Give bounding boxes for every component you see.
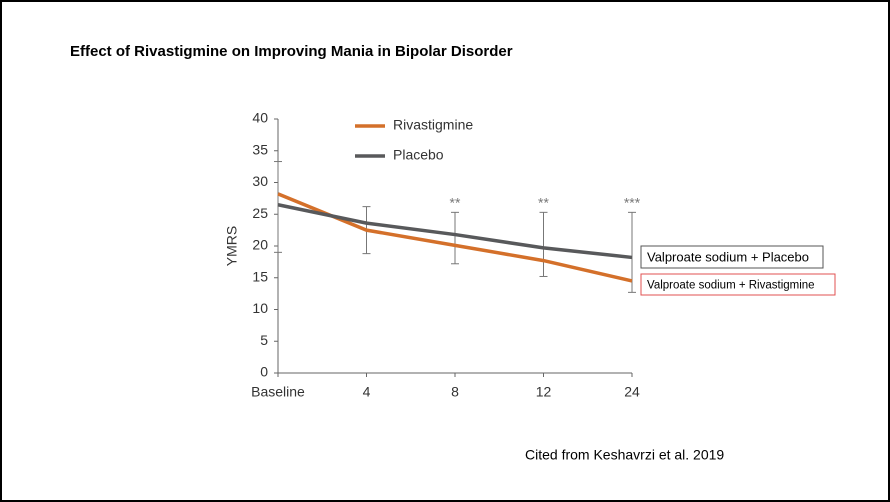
y-tick-label: 35 <box>252 141 268 157</box>
legend-label: Rivastigmine <box>393 117 473 133</box>
y-tick-label: 0 <box>260 364 268 380</box>
x-tick-label: 12 <box>536 384 552 400</box>
x-tick-label: 4 <box>363 384 371 400</box>
significance-label: ** <box>450 195 461 211</box>
error-bar <box>628 211 636 293</box>
chart-title: Effect of Rivastigmine on Improving Mani… <box>70 43 513 60</box>
y-tick-label: 40 <box>252 110 268 126</box>
y-tick-label: 25 <box>252 205 268 221</box>
y-tick-label: 30 <box>252 173 268 189</box>
legend-label: Placebo <box>393 147 444 163</box>
significance-label: ** <box>538 195 549 211</box>
y-axis-label: YMRS <box>224 226 240 266</box>
annotation-box <box>640 273 836 296</box>
error-bar <box>274 161 282 253</box>
error-bar <box>539 211 548 277</box>
annotation-text: Valproate sodium + Rivastigmine <box>647 280 815 292</box>
significance-label: *** <box>624 195 641 211</box>
error-bar <box>451 211 459 265</box>
series-line <box>277 203 633 260</box>
y-tick-label: 5 <box>260 332 268 348</box>
annotation-text: Valproate sodium + Placebo <box>647 249 809 264</box>
y-tick-label: 10 <box>252 300 268 316</box>
annotation-box <box>640 245 824 269</box>
x-tick-label: 24 <box>624 384 640 400</box>
source: Cited from Keshavrzi et al. 2019 <box>525 447 724 463</box>
y-tick-label: 15 <box>252 268 268 284</box>
x-tick-label: 8 <box>451 384 459 400</box>
x-tick-label: Baseline <box>251 384 305 400</box>
y-tick-label: 20 <box>252 237 268 253</box>
